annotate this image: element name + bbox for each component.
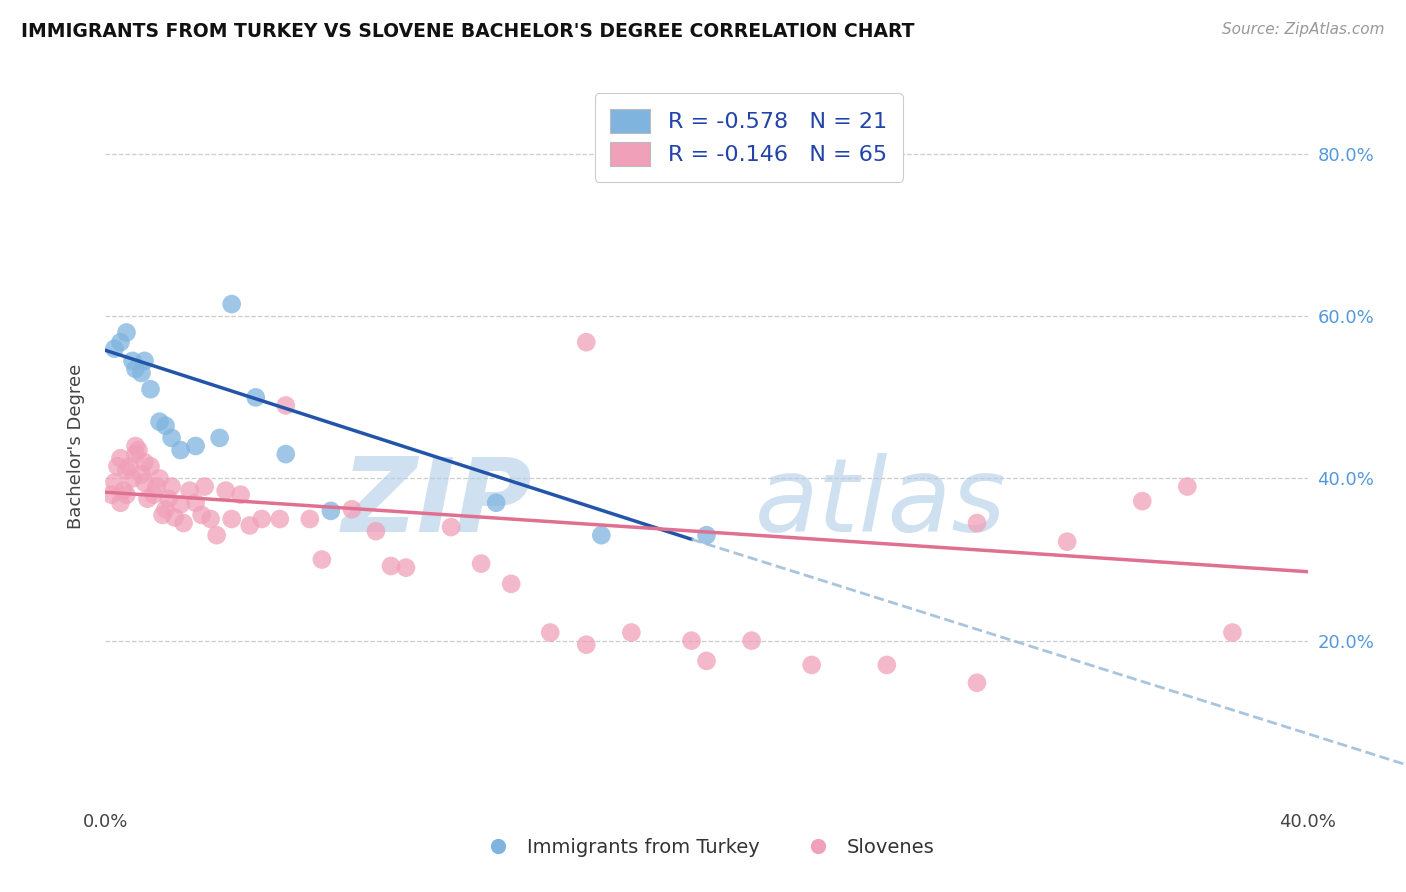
Point: [155, 502, 177, 516]
Point: [134, 475, 156, 490]
Text: IMMIGRANTS FROM TURKEY VS SLOVENE BACHELOR'S DEGREE CORRELATION CHART: IMMIGRANTS FROM TURKEY VS SLOVENE BACHEL…: [21, 22, 914, 41]
Point: [245, 390, 267, 404]
Point: [184, 496, 207, 510]
Point: [184, 439, 207, 453]
Point: [575, 638, 598, 652]
Point: [269, 512, 291, 526]
Point: [194, 479, 217, 493]
Point: [148, 471, 170, 485]
Point: [966, 516, 988, 530]
Point: [124, 447, 146, 461]
Point: [440, 520, 463, 534]
Point: [152, 508, 174, 522]
Point: [200, 512, 222, 526]
Point: [221, 512, 243, 526]
Point: [163, 510, 186, 524]
Point: [155, 418, 177, 433]
Point: [179, 483, 201, 498]
Point: [239, 518, 262, 533]
Point: [208, 431, 231, 445]
Point: [966, 675, 988, 690]
Point: [142, 488, 165, 502]
Point: [110, 335, 132, 350]
Point: [136, 491, 159, 506]
Point: [131, 366, 153, 380]
Point: [395, 560, 418, 574]
Point: [696, 528, 718, 542]
Point: [134, 354, 156, 368]
Point: [340, 502, 363, 516]
Point: [173, 516, 195, 530]
Point: [319, 504, 342, 518]
Point: [115, 463, 138, 477]
Point: [107, 459, 129, 474]
Point: [131, 467, 153, 482]
Point: [221, 297, 243, 311]
Point: [110, 451, 132, 466]
Point: [100, 488, 122, 502]
Text: ZIP: ZIP: [342, 452, 533, 554]
Point: [298, 512, 321, 526]
Point: [103, 475, 125, 490]
Point: [214, 483, 236, 498]
Point: [1175, 479, 1198, 493]
Point: [575, 335, 598, 350]
Point: [128, 443, 150, 458]
Point: [148, 415, 170, 429]
Point: [190, 508, 212, 522]
Point: [134, 455, 156, 469]
Point: [1222, 625, 1244, 640]
Point: [121, 354, 143, 368]
Point: [1056, 534, 1078, 549]
Point: [620, 625, 643, 640]
Point: [876, 657, 898, 672]
Point: [160, 479, 183, 493]
Point: [591, 528, 613, 542]
Point: [485, 496, 508, 510]
Point: [274, 447, 297, 461]
Text: atlas: atlas: [755, 453, 1007, 553]
Point: [364, 524, 387, 538]
Legend: Immigrants from Turkey, Slovenes: Immigrants from Turkey, Slovenes: [471, 830, 942, 864]
Point: [110, 496, 132, 510]
Point: [1130, 494, 1153, 508]
Point: [250, 512, 273, 526]
Point: [124, 362, 146, 376]
Point: [118, 459, 141, 474]
Point: [538, 625, 561, 640]
Point: [121, 471, 143, 485]
Point: [205, 528, 228, 542]
Point: [115, 488, 138, 502]
Point: [681, 633, 703, 648]
Point: [145, 479, 167, 493]
Point: [229, 488, 252, 502]
Point: [160, 431, 183, 445]
Point: [501, 577, 523, 591]
Point: [103, 342, 125, 356]
Y-axis label: Bachelor's Degree: Bachelor's Degree: [66, 363, 84, 529]
Point: [800, 657, 823, 672]
Point: [696, 654, 718, 668]
Point: [115, 326, 138, 340]
Point: [157, 491, 180, 506]
Point: [470, 557, 492, 571]
Point: [112, 483, 135, 498]
Point: [274, 399, 297, 413]
Point: [741, 633, 763, 648]
Point: [311, 552, 333, 566]
Point: [169, 497, 191, 511]
Point: [169, 443, 191, 458]
Text: Source: ZipAtlas.com: Source: ZipAtlas.com: [1222, 22, 1385, 37]
Point: [139, 382, 162, 396]
Point: [380, 559, 402, 574]
Point: [139, 459, 162, 474]
Point: [124, 439, 146, 453]
